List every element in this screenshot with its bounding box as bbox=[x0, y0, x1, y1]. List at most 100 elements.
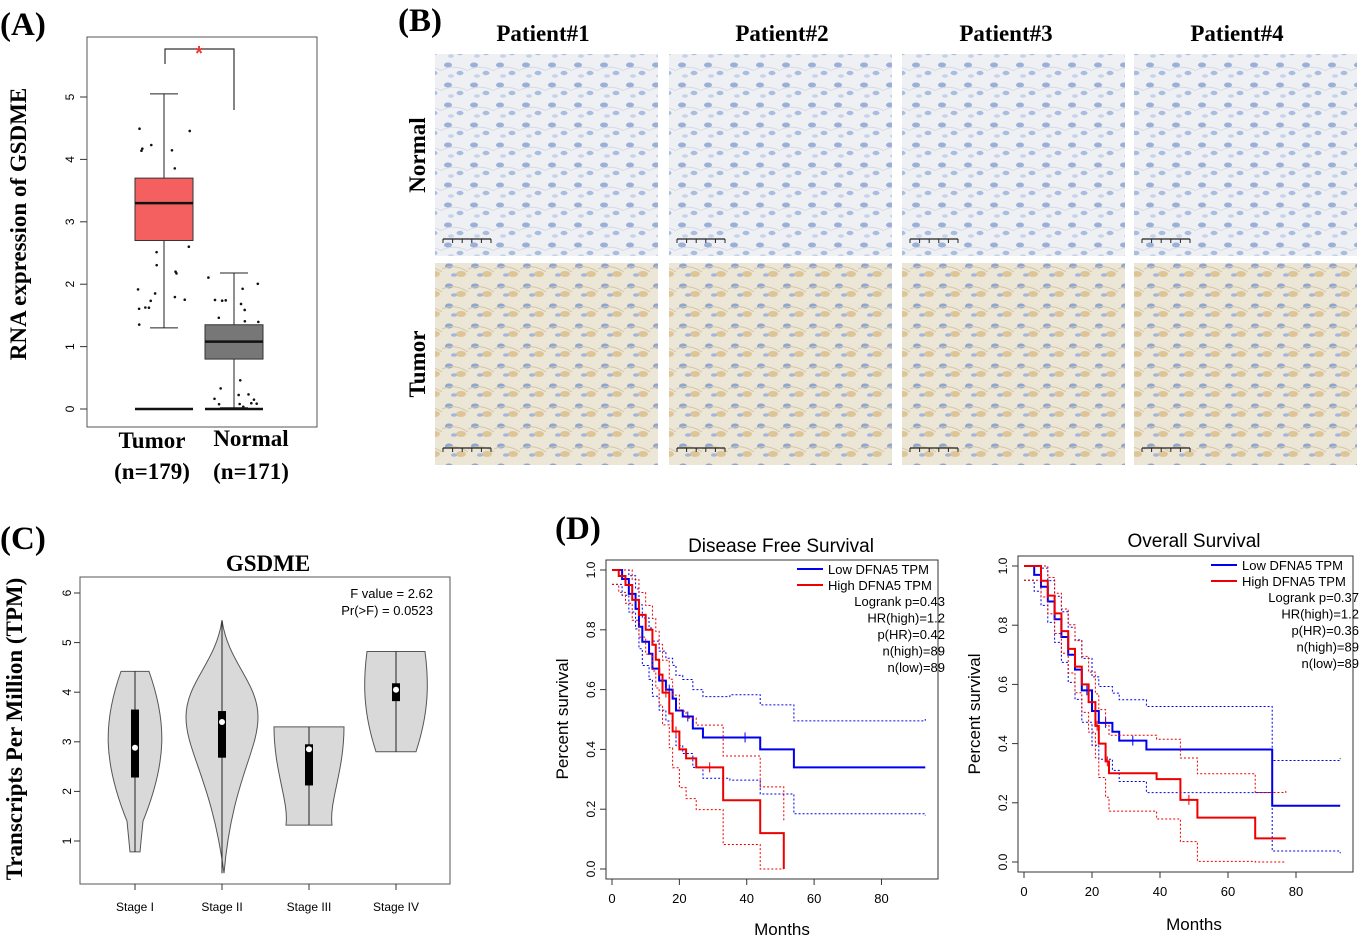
ihc-image-tumor-patient-1 bbox=[435, 263, 658, 465]
violin-median-dot bbox=[132, 744, 138, 751]
stats-label: n(low)=89 bbox=[1302, 656, 1359, 671]
survival-curve-high bbox=[612, 569, 785, 869]
data-point bbox=[174, 270, 177, 274]
confidence-upper-high bbox=[1024, 565, 1287, 794]
category-n-tumor: (n=179) bbox=[114, 459, 190, 484]
x-tick-label-km: 80 bbox=[874, 891, 888, 906]
data-point bbox=[147, 306, 151, 310]
y-tick-label-c: 5 bbox=[60, 639, 74, 646]
data-point bbox=[238, 402, 241, 406]
stats-label: n(high)=89 bbox=[1296, 640, 1359, 655]
y-axis-label-dfs: Percent survival bbox=[553, 659, 572, 780]
violin-series: Stage I Stage II Stage III Stage IV bbox=[107, 620, 428, 914]
data-point bbox=[213, 298, 217, 302]
y-tick-label-km: 0.6 bbox=[996, 676, 1010, 693]
km-plot-os: 0.0 0.2 0.4 0.6 0.8 1.0 0 20 40 60 80 Low DFNA5 TPM… bbox=[996, 555, 1359, 899]
y-tick-label-c: 3 bbox=[60, 738, 74, 745]
tissue-image bbox=[1134, 263, 1357, 465]
tissue-image bbox=[902, 54, 1125, 256]
stats-label: n(high)=89 bbox=[882, 644, 945, 659]
plot-frame-c bbox=[79, 576, 451, 885]
y-tick-label-km: 0.4 bbox=[996, 735, 1010, 752]
y-tick-label-km: 1.0 bbox=[584, 561, 598, 578]
y-tick-label-a: 2 bbox=[63, 281, 77, 288]
violin-median-dot bbox=[306, 746, 312, 753]
panel-label-d: (D) bbox=[555, 511, 601, 547]
stats-label: Logrank p=0.37 bbox=[1268, 590, 1359, 605]
y-axis-label-a: RNA expression of GSDME bbox=[6, 88, 31, 360]
jitter-points bbox=[136, 127, 261, 409]
y-axis-a: 0 1 2 3 4 5 bbox=[63, 93, 87, 412]
data-point bbox=[188, 129, 192, 133]
data-point bbox=[243, 319, 247, 323]
x-tick-label-km: 0 bbox=[608, 891, 615, 906]
x-tick-label-km: 40 bbox=[1153, 884, 1167, 899]
row-label-tumor: Tumor bbox=[405, 331, 430, 398]
x-tick-label-km: 20 bbox=[1085, 884, 1099, 899]
legend-label: High DFNA5 TPM bbox=[1242, 574, 1346, 589]
x-tick-label-c: Stage II bbox=[201, 900, 242, 914]
data-point bbox=[207, 276, 210, 279]
data-point bbox=[140, 149, 143, 153]
y-tick-label-km: 0.0 bbox=[584, 860, 598, 877]
chart-title-os: Overall Survival bbox=[1127, 531, 1260, 552]
tissue-image bbox=[669, 54, 892, 256]
violin-iqr-box bbox=[218, 711, 226, 758]
data-point bbox=[247, 393, 250, 396]
x-tick-label-c: Stage IV bbox=[373, 900, 419, 914]
stats-label: p(HR)=0.36 bbox=[1291, 623, 1359, 638]
ihc-image-normal-patient-3 bbox=[902, 54, 1125, 256]
panel-label-c: (C) bbox=[0, 521, 46, 557]
tissue-image bbox=[435, 263, 658, 465]
y-tick-label-km: 0.4 bbox=[584, 741, 598, 758]
y-tick-label-km: 0.6 bbox=[584, 681, 598, 698]
tissue-image bbox=[435, 54, 658, 256]
confidence-upper-high bbox=[612, 569, 785, 821]
stats-label: Logrank p=0.43 bbox=[854, 594, 945, 609]
violin-iqr-box bbox=[131, 709, 139, 778]
violin-median-dot bbox=[219, 718, 225, 725]
x-tick-label-c: Stage III bbox=[287, 900, 332, 914]
data-point bbox=[220, 299, 224, 303]
annotation-f-value: F value = 2.62 bbox=[350, 586, 433, 601]
row-label-normal: Normal bbox=[405, 117, 430, 192]
y-tick-label-c: 1 bbox=[60, 837, 74, 844]
violin-iqr-box bbox=[305, 744, 313, 786]
column-label-patient-2: Patient#2 bbox=[735, 21, 828, 46]
ihc-image-tumor-patient-2 bbox=[669, 263, 892, 465]
x-tick-label-km: 60 bbox=[807, 891, 821, 906]
y-tick-label-km: 0.2 bbox=[996, 794, 1010, 811]
tissue-image bbox=[902, 263, 1125, 465]
column-label-patient-4: Patient#4 bbox=[1190, 21, 1284, 46]
ihc-image-normal-patient-4 bbox=[1134, 54, 1357, 256]
data-point bbox=[237, 393, 240, 397]
data-point bbox=[149, 143, 153, 147]
y-tick-label-km: 1.0 bbox=[996, 557, 1010, 574]
data-point bbox=[137, 323, 141, 326]
category-n-normal: (n=171) bbox=[213, 459, 289, 484]
data-point bbox=[173, 295, 177, 299]
y-tick-label-c: 4 bbox=[60, 689, 74, 696]
stats-label: HR(high)=1.2 bbox=[1281, 607, 1359, 622]
y-tick-label-c: 6 bbox=[60, 589, 74, 596]
y-axis-label-os: Percent survival bbox=[965, 654, 984, 775]
data-point bbox=[217, 316, 221, 320]
data-point bbox=[187, 245, 191, 249]
tissue-image bbox=[1134, 54, 1357, 256]
data-point bbox=[255, 402, 259, 405]
data-point bbox=[257, 320, 260, 324]
ihc-image-tumor-patient-4 bbox=[1134, 263, 1357, 465]
data-point bbox=[224, 299, 228, 302]
confidence-lower-high bbox=[1024, 579, 1286, 863]
data-point bbox=[138, 127, 141, 131]
data-point bbox=[250, 401, 253, 405]
legend-label: Low DFNA5 TPM bbox=[1242, 558, 1343, 573]
stats-label: p(HR)=0.42 bbox=[877, 627, 945, 642]
panel-d-disease-free: Disease Free Survival Percent survival M… bbox=[553, 536, 945, 939]
panel-c-violin: GSDME Transcripts Per Million (TPM) F va… bbox=[2, 551, 451, 914]
column-label-patient-3: Patient#3 bbox=[959, 21, 1052, 46]
survival-curve-high bbox=[1024, 565, 1286, 840]
panel-b-ihc: Patient#1 Patient#2 Patient#3 Patient#4 … bbox=[405, 21, 1357, 465]
x-axis-label-dfs: Months bbox=[754, 920, 810, 939]
